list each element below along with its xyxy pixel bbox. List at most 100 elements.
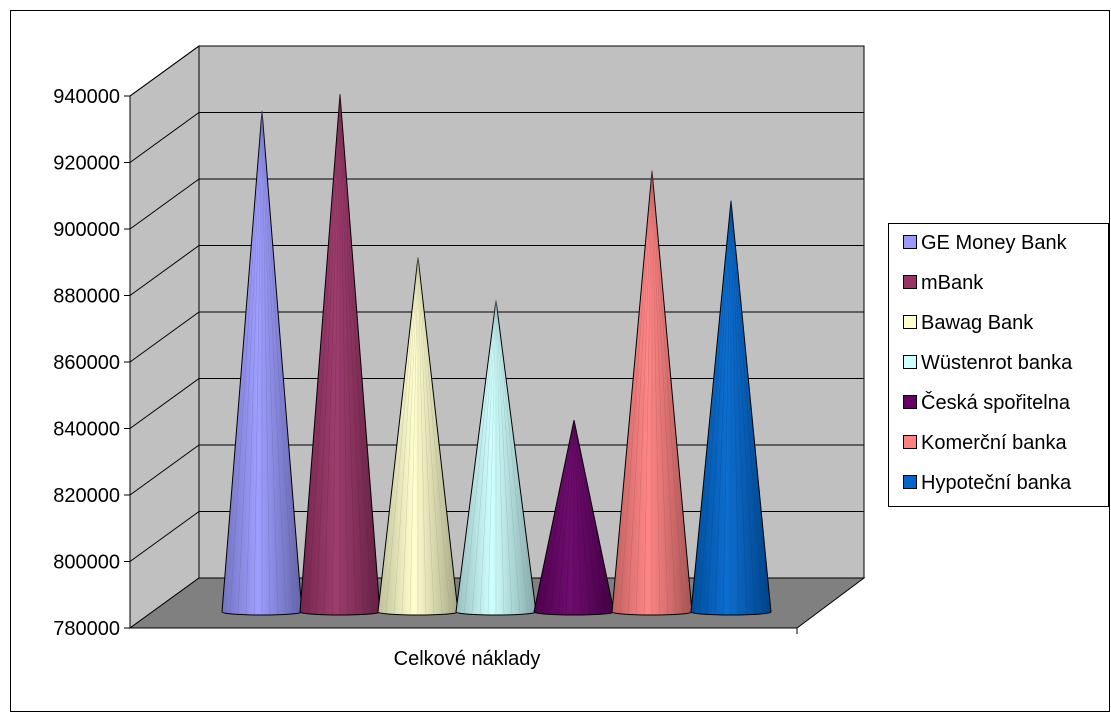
- cone-facet: [573, 420, 607, 613]
- cone-facet: [565, 420, 575, 615]
- cone-facet: [706, 200, 732, 614]
- cone-2: [299, 94, 381, 616]
- cone-facet: [417, 257, 435, 615]
- cone-facet: [635, 170, 653, 615]
- legend-item: Bawag Bank: [903, 312, 1034, 334]
- legend-swatch: [903, 475, 917, 489]
- cone-facet: [229, 110, 263, 613]
- legend-label: Wüstenrot banka: [921, 352, 1073, 374]
- cone-facet: [417, 257, 427, 615]
- cone-facet: [573, 420, 599, 614]
- cone-facet: [479, 300, 497, 615]
- x-category-label: Celkové náklady: [394, 648, 541, 670]
- cone-facet: [698, 200, 732, 613]
- legend-item: Česká spořitelna: [903, 391, 1071, 414]
- cone-facet: [495, 300, 521, 614]
- cone-facet: [651, 170, 677, 614]
- y-tick-label: 800000: [53, 552, 120, 574]
- y-tick-label: 920000: [53, 153, 120, 175]
- cone-facet: [339, 94, 357, 615]
- cone-facet: [730, 200, 756, 614]
- cone-facet: [409, 257, 419, 615]
- legend-label: Hypoteční banka: [921, 472, 1072, 494]
- cone-facet: [339, 94, 365, 614]
- y-tick-label: 940000: [53, 86, 120, 108]
- cone-facet: [323, 94, 341, 615]
- cone-facet: [495, 300, 513, 615]
- y-tick-label: 860000: [53, 352, 120, 374]
- cone-facet: [557, 420, 575, 615]
- legend-swatch: [903, 355, 917, 369]
- cone-facet: [651, 170, 669, 615]
- cone-facet: [401, 257, 419, 615]
- cone-6: [611, 170, 693, 616]
- gridline-side: [129, 444, 200, 496]
- legend-label: Česká spořitelna: [921, 391, 1071, 414]
- cone-facet: [627, 170, 653, 614]
- cone-facet: [463, 300, 497, 613]
- legend-item: Komerční banka: [903, 432, 1068, 454]
- cone-facet: [722, 200, 732, 615]
- legend-swatch: [903, 235, 917, 249]
- cone-facet: [619, 170, 653, 613]
- gridline-side: [129, 45, 200, 97]
- cone-facet: [261, 110, 271, 615]
- legend-label: Bawag Bank: [921, 312, 1034, 334]
- cone-facet: [651, 170, 685, 613]
- gridline-side: [129, 378, 200, 429]
- y-tick-label: 900000: [53, 219, 120, 241]
- cone-facet: [730, 200, 748, 615]
- cone-facet: [643, 170, 653, 615]
- cone-facet: [393, 257, 419, 614]
- legend-swatch: [903, 395, 917, 409]
- y-tick-label: 780000: [53, 618, 120, 640]
- cone-facet: [307, 94, 341, 613]
- cone-facet: [385, 257, 419, 613]
- cone-facet: [339, 94, 373, 613]
- legend-box: [888, 223, 1109, 507]
- gridline-side: [129, 311, 200, 363]
- cone-facet: [245, 110, 263, 615]
- cone-facet: [417, 257, 443, 614]
- cone-facet: [549, 420, 575, 614]
- cone-facet: [651, 170, 661, 615]
- legend-item: Wüstenrot banka: [903, 352, 1073, 374]
- cone-7: [690, 200, 772, 616]
- cone-facet: [261, 110, 295, 613]
- cone-facet: [573, 420, 591, 615]
- cone-facet: [339, 94, 349, 615]
- legend-label: mBank: [921, 272, 984, 294]
- legend-swatch: [903, 315, 917, 329]
- cone-facet: [253, 110, 263, 615]
- cone-4: [455, 300, 537, 616]
- legend-label: Komerční banka: [921, 432, 1068, 454]
- legend: GE Money Bank mBank Bawag Bank Wüstenrot ba…: [888, 223, 1109, 507]
- legend-item: mBank: [903, 272, 984, 294]
- gridline-side: [129, 112, 200, 163]
- cone-facet: [730, 200, 764, 613]
- cone-facet: [730, 200, 740, 615]
- cone-facet: [261, 110, 287, 614]
- data-series: [221, 94, 772, 616]
- y-tick-label: 820000: [53, 485, 120, 507]
- cone-facet: [495, 300, 505, 615]
- cone-facet: [237, 110, 263, 614]
- legend-label: GE Money Bank: [921, 232, 1068, 254]
- cone-facet: [714, 200, 732, 615]
- y-tick-label: 840000: [53, 419, 120, 441]
- y-axis: 780000 800000 820000 840000 860000 880000 9000…: [53, 86, 798, 640]
- legend-swatch: [903, 275, 917, 289]
- cone-facet: [417, 257, 451, 613]
- gridline-side: [129, 178, 200, 230]
- legend-item: GE Money Bank: [903, 232, 1068, 254]
- cone-facet: [471, 300, 497, 614]
- cone-facet: [541, 420, 575, 613]
- legend-item: Hypoteční banka: [903, 472, 1072, 494]
- gridline-side: [129, 511, 200, 562]
- y-tick-label: 880000: [53, 286, 120, 308]
- cone-facet: [573, 420, 583, 615]
- cone-facet: [261, 110, 279, 615]
- legend-swatch: [903, 435, 917, 449]
